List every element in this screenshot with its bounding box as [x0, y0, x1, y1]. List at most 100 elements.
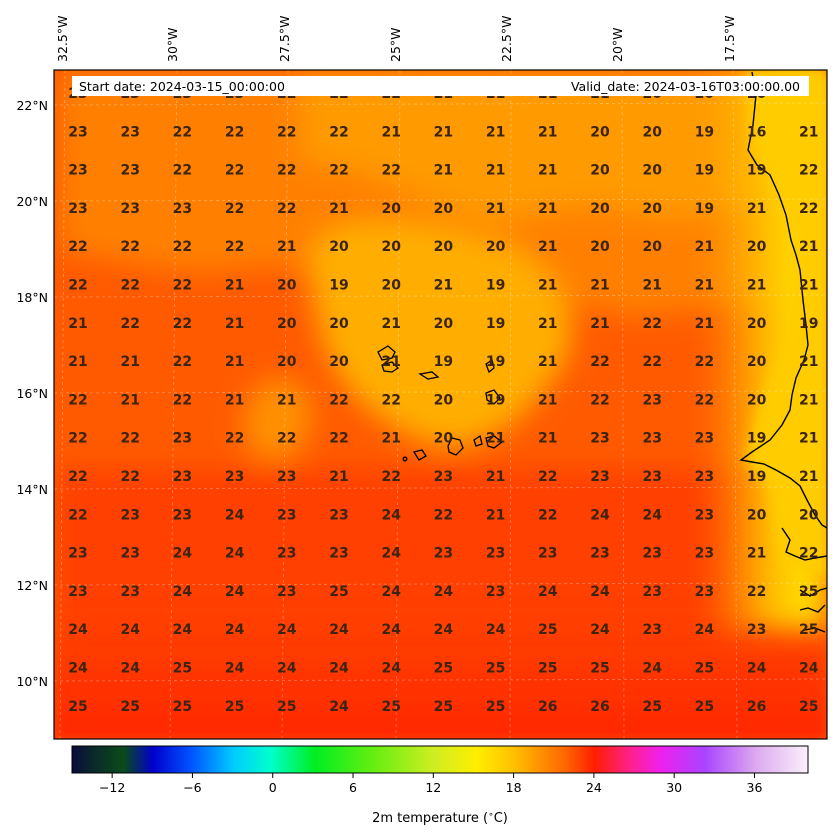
grid-value: 22 — [381, 469, 400, 485]
grid-value: 20 — [329, 316, 349, 332]
grid-value: 24 — [277, 661, 297, 677]
grid-value: 19 — [486, 278, 505, 294]
grid-value: 24 — [799, 661, 819, 677]
grid-value: 24 — [120, 622, 140, 638]
grid-value: 20 — [381, 278, 401, 294]
grid-value: 22 — [538, 469, 557, 485]
grid-value: 20 — [434, 201, 454, 217]
grid-value: 19 — [695, 124, 714, 140]
grid-value: 21 — [538, 201, 557, 217]
grid-value: 21 — [590, 278, 609, 294]
grid-value: 25 — [173, 661, 192, 677]
grid-value: 20 — [642, 239, 662, 255]
grid-value: 21 — [329, 469, 348, 485]
grid-value: 24 — [486, 622, 506, 638]
lon-label-25w: 25°W — [388, 27, 403, 62]
grid-value: 20 — [329, 239, 349, 255]
grid-value: 22 — [68, 392, 87, 408]
grid-value: 25 — [434, 699, 453, 715]
grid-value: 21 — [747, 201, 766, 217]
grid-value: 22 — [329, 431, 348, 447]
grid-value: 22 — [277, 201, 296, 217]
grid-value: 21 — [538, 124, 557, 140]
grid-value: 21 — [486, 124, 505, 140]
grid-value: 24 — [434, 584, 454, 600]
grid-value: 23 — [120, 584, 139, 600]
grid-value: 21 — [538, 163, 557, 179]
grid-value: 22 — [173, 392, 192, 408]
grid-value: 25 — [799, 699, 818, 715]
grid-value: 23 — [642, 546, 661, 562]
grid-value: 21 — [538, 278, 557, 294]
grid-value: 23 — [642, 392, 661, 408]
grid-value: 23 — [695, 431, 714, 447]
grid-value: 19 — [695, 163, 714, 179]
lat-label-16n: 16°N — [16, 386, 48, 401]
grid-value: 22 — [642, 316, 661, 332]
grid-value: 25 — [68, 699, 87, 715]
grid-value: 22 — [225, 124, 244, 140]
grid-value: 23 — [590, 546, 609, 562]
grid-value: 23 — [120, 163, 139, 179]
grid-value: 21 — [434, 124, 453, 140]
grid-value: 21 — [538, 392, 557, 408]
grid-value: 20 — [590, 201, 610, 217]
grid-value: 21 — [225, 354, 244, 370]
colorbar-tick-label: 30 — [666, 780, 682, 795]
grid-value: 20 — [434, 392, 454, 408]
grid-value: 21 — [642, 278, 661, 294]
grid-value: 22 — [120, 431, 139, 447]
grid-value: 23 — [68, 584, 87, 600]
grid-value: 24 — [538, 584, 558, 600]
grid-value: 26 — [590, 699, 609, 715]
cape-verde-islands[interactable] — [377, 345, 504, 462]
lon-label-27-5w: 27.5°W — [277, 16, 292, 62]
grid-value: 21 — [799, 278, 818, 294]
grid-value: 20 — [590, 239, 610, 255]
grid-value: 23 — [642, 584, 661, 600]
grid-value: 23 — [695, 507, 714, 523]
grid-value: 23 — [590, 431, 609, 447]
graticule — [54, 70, 827, 739]
grid-value: 21 — [68, 354, 87, 370]
grid-value: 22 — [538, 507, 557, 523]
grid-value: 20 — [381, 239, 401, 255]
colorbar-tick-label: 36 — [747, 780, 763, 795]
grid-value: 24 — [381, 546, 401, 562]
grid-value: 24 — [329, 661, 349, 677]
grid-value: 26 — [538, 699, 557, 715]
grid-value: 19 — [747, 469, 766, 485]
grid-value: 21 — [225, 316, 244, 332]
colorbar-tick-label: 24 — [586, 780, 602, 795]
grid-value: 23 — [277, 546, 296, 562]
grid-value: 19 — [799, 316, 818, 332]
grid-value: 25 — [695, 699, 714, 715]
grid-value: 25 — [590, 661, 609, 677]
grid-value: 21 — [799, 354, 818, 370]
grid-value: 25 — [642, 699, 661, 715]
grid-value: 22 — [173, 239, 192, 255]
grid-value: 24 — [225, 507, 245, 523]
grid-value: 21 — [538, 316, 557, 332]
grid-value: 23 — [329, 546, 348, 562]
grid-value: 24 — [381, 507, 401, 523]
grid-value: 21 — [747, 546, 766, 562]
grid-value: 23 — [642, 469, 661, 485]
grid-value: 21 — [120, 392, 139, 408]
grid-value: 22 — [173, 316, 192, 332]
colorbar-gradient — [71, 745, 809, 774]
grid-value: 21 — [747, 278, 766, 294]
grid-value: 25 — [799, 622, 818, 638]
grid-value: 21 — [486, 431, 505, 447]
grid-value: 22 — [120, 469, 139, 485]
grid-value: 21 — [120, 354, 139, 370]
grid-value: 22 — [68, 431, 87, 447]
grid-value: 23 — [225, 469, 244, 485]
grid-value: 19 — [747, 431, 766, 447]
grid-value: 19 — [434, 354, 453, 370]
grid-value: 25 — [120, 699, 139, 715]
lon-label-22-5w: 22.5°W — [499, 16, 514, 62]
grid-value: 20 — [277, 354, 297, 370]
grid-value: 22 — [225, 201, 244, 217]
